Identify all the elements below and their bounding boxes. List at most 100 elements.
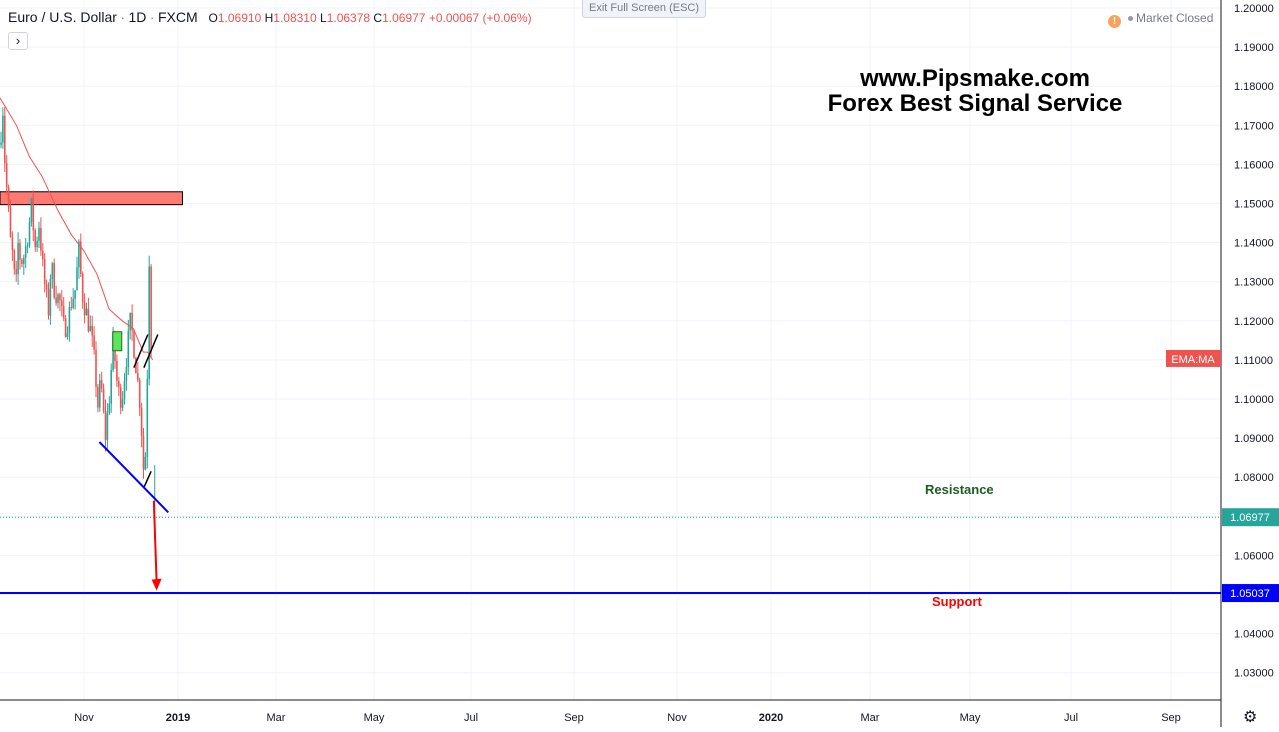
candle-body — [83, 302, 86, 316]
price-tick: 1.18000 — [1234, 81, 1274, 93]
price-tick: 1.06000 — [1234, 550, 1274, 562]
candle-body — [66, 333, 69, 337]
time-tick: Mar — [267, 712, 286, 724]
candle-body — [137, 373, 139, 381]
interval-label[interactable]: 1D — [128, 9, 147, 25]
ema-axis-label: EMA:MA — [1171, 354, 1215, 366]
support-price-label: 1.05037 — [1230, 588, 1270, 600]
symbol-name[interactable]: Euro / U.S. Dollar — [8, 9, 117, 25]
candle-body — [76, 267, 78, 291]
support-price-label-bg — [1222, 584, 1279, 603]
time-tick: Mar — [861, 712, 880, 724]
arrow-head — [151, 578, 162, 591]
candle-body — [17, 242, 19, 275]
watermark-line-2: Forex Best Signal Service — [827, 90, 1123, 117]
watermark-line-1: www.Pipsmake.com — [860, 65, 1090, 92]
candle-body — [42, 250, 44, 260]
candle-body — [104, 411, 107, 440]
market-status[interactable]: ! Market Closed — [1108, 11, 1213, 28]
trendline[interactable] — [98, 441, 170, 514]
price-tick: 1.20000 — [1234, 3, 1274, 15]
candle-body — [125, 367, 128, 381]
candle-body — [38, 227, 40, 241]
candle-body — [51, 263, 54, 279]
candle-body — [146, 379, 149, 457]
open-value: 1.06910 — [217, 11, 262, 25]
time-tick: 2019 — [166, 712, 190, 724]
price-tick: 1.17000 — [1234, 120, 1274, 132]
candle-body — [78, 241, 80, 268]
candle-body — [28, 222, 31, 246]
gear-icon[interactable]: ⚙ — [1243, 709, 1258, 726]
time-tick: 2020 — [759, 712, 783, 724]
candle-body — [59, 294, 61, 301]
change-value: +0.00067 (+0.06%) — [428, 11, 532, 25]
candle-body — [7, 187, 10, 208]
exchange-label: FXCM — [158, 9, 198, 25]
hatch-mark — [143, 334, 159, 369]
candle-body — [131, 312, 133, 331]
candle-body — [127, 330, 130, 368]
candle-body — [133, 330, 135, 358]
resistance-label: Resistance — [925, 482, 994, 497]
candle-body — [24, 246, 27, 258]
time-tick: Nov — [74, 712, 94, 724]
expand-legend-button[interactable]: › — [8, 32, 28, 50]
price-tick: 1.03000 — [1234, 668, 1274, 680]
candle-body — [72, 298, 74, 308]
candle-body — [99, 380, 101, 408]
candle-body — [68, 307, 71, 334]
close-label: C — [373, 11, 383, 25]
time-tick: Jul — [1064, 712, 1078, 724]
candle-body — [70, 307, 73, 309]
time-tick: May — [364, 712, 385, 724]
ohlc-values: O1.06910 H1.08310 L1.06378 C1.06977 +0.0… — [209, 11, 532, 25]
close-value: 1.06977 — [382, 11, 426, 25]
candle-body — [34, 230, 36, 248]
low-label: L — [320, 11, 327, 25]
candle-body — [135, 357, 137, 374]
arrow-line[interactable] — [152, 500, 158, 583]
candle-body — [53, 263, 55, 298]
exit-fullscreen-button[interactable]: Exit Full Screen (ESC) — [582, 0, 707, 18]
candle-body — [49, 278, 52, 316]
candle-body — [13, 250, 16, 269]
highlight-box[interactable] — [112, 331, 123, 352]
time-tick: May — [960, 712, 981, 724]
time-tick: Nov — [667, 712, 687, 724]
open-label: O — [208, 11, 218, 25]
support-label: Support — [932, 594, 982, 609]
time-tick: Sep — [564, 712, 584, 724]
price-tick: 1.08000 — [1234, 472, 1274, 484]
candle-body — [15, 268, 17, 275]
chart-legend: Euro / U.S. Dollar · 1D · FXCM O1.06910 … — [8, 9, 532, 25]
candle-body — [5, 163, 8, 188]
price-tick: 1.10000 — [1234, 394, 1274, 406]
price-tick: 1.14000 — [1234, 238, 1274, 250]
hatch-mark — [143, 471, 152, 488]
time-tick: Jul — [464, 712, 478, 724]
price-tick: 1.04000 — [1234, 629, 1274, 641]
price-tick: 1.19000 — [1234, 42, 1274, 54]
high-label: H — [264, 11, 274, 25]
candle-body — [89, 325, 92, 332]
resistance-zone[interactable] — [0, 191, 183, 206]
candle-body — [55, 297, 57, 304]
high-value: 1.08310 — [273, 11, 317, 25]
price-tick: 1.16000 — [1234, 159, 1274, 171]
time-tick: Sep — [1161, 712, 1181, 724]
price-tick: 1.13000 — [1234, 277, 1274, 289]
last-price-label-bg — [1222, 508, 1279, 527]
candle-body — [102, 388, 105, 412]
candle-body — [36, 240, 38, 248]
candle-body — [64, 317, 67, 337]
candle-body — [47, 289, 50, 316]
candle-body — [62, 305, 65, 318]
candle-body — [118, 381, 120, 388]
candle-body — [2, 115, 4, 143]
candle-body — [116, 361, 118, 382]
candle-body — [112, 332, 114, 371]
candle-body — [123, 380, 126, 400]
